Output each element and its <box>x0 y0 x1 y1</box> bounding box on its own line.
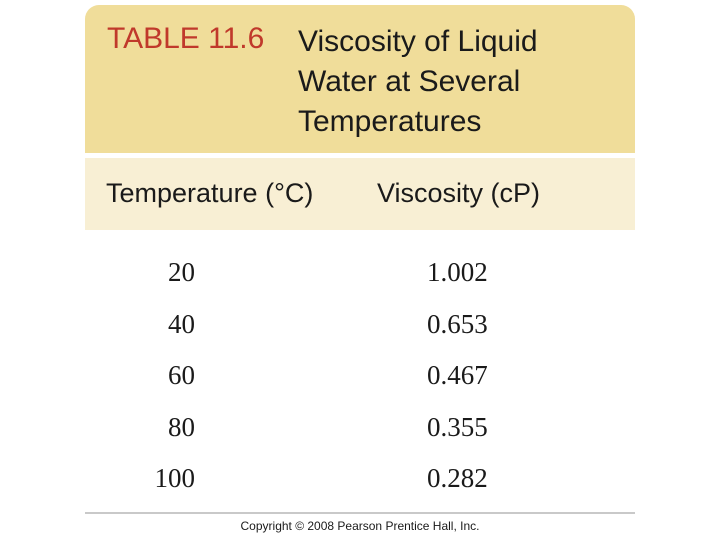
table-row: 80 0.355 <box>85 412 635 464</box>
viscosity-cell: 0.653 <box>427 308 488 339</box>
table-title-line: Water at Several <box>298 65 521 98</box>
table-row: 20 1.002 <box>85 257 635 309</box>
table-row: 60 0.467 <box>85 360 635 412</box>
bottom-divider <box>85 512 635 514</box>
column-header-viscosity: Viscosity (cP) <box>377 178 541 208</box>
table-row: 100 0.282 <box>85 463 635 515</box>
temperature-cell: 80 <box>168 411 195 442</box>
viscosity-cell: 0.355 <box>427 411 488 442</box>
copyright-notice: Copyright © 2008 Pearson Prentice Hall, … <box>240 519 480 533</box>
temperature-cell: 40 <box>168 308 195 339</box>
data-table: TABLE 11.6 Viscosity of Liquid Water at … <box>85 5 635 515</box>
table-title: Viscosity of Liquid Water at Several Tem… <box>298 22 618 142</box>
table-number: TABLE 11.6 <box>107 22 265 55</box>
header-divider <box>85 153 635 158</box>
column-header-temperature: Temperature (°C) <box>106 178 314 208</box>
temperature-cell: 100 <box>154 463 196 493</box>
viscosity-cell: 1.002 <box>427 257 488 287</box>
temperature-cell: 60 <box>168 360 195 390</box>
viscosity-cell: 0.282 <box>427 463 488 493</box>
table-title-line: Viscosity of Liquid <box>298 25 538 58</box>
column-header-row: Temperature (°C) Viscosity (cP) <box>85 158 635 230</box>
table-body: 20 1.002 40 0.653 60 0.467 80 0.355 100 … <box>85 257 635 515</box>
table-title-line: Temperatures <box>298 105 482 138</box>
table-header: TABLE 11.6 Viscosity of Liquid Water at … <box>85 5 635 153</box>
temperature-cell: 20 <box>168 257 195 287</box>
viscosity-cell: 0.467 <box>427 360 488 390</box>
table-row: 40 0.653 <box>85 309 635 361</box>
